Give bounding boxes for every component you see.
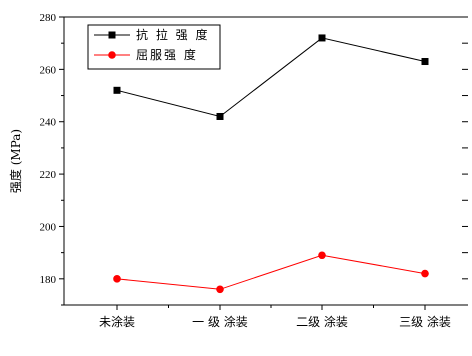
- y-axis-title: 强度 (MPa): [8, 129, 23, 193]
- data-point-circle: [318, 251, 326, 260]
- data-point-circle: [421, 269, 429, 278]
- legend-entry: 屈服强 度: [94, 47, 198, 62]
- legend-label: 抗 拉 强 度: [136, 27, 209, 42]
- legend-marker-square: [108, 31, 116, 39]
- series-1: [113, 34, 429, 120]
- y-axis-ticks: 180 200 220 240 260 280: [40, 12, 64, 306]
- data-point-square: [318, 34, 326, 42]
- series-line: [116, 254, 426, 290]
- legend-marker-circle: [108, 51, 116, 59]
- series-layer: [113, 34, 429, 294]
- x-axis-ticks: 未涂装 一 级 涂装 二级 涂装 三级 涂装: [99, 305, 451, 329]
- data-point-circle: [216, 285, 224, 294]
- plot-frame: [63, 16, 468, 306]
- y-tick-label: 240: [40, 117, 57, 129]
- data-point-square: [113, 86, 121, 94]
- x-tick-label: 未涂装: [99, 314, 135, 329]
- y-tick-label: 220: [40, 169, 57, 181]
- y-tick-label: 260: [40, 64, 57, 76]
- series-line: [116, 37, 426, 118]
- data-point-square: [421, 58, 429, 66]
- legend-entry: 抗 拉 强 度: [94, 27, 209, 42]
- series-2: [113, 251, 429, 294]
- y-tick-label: 280: [40, 12, 57, 24]
- data-point-square: [216, 112, 224, 120]
- x-tick-label: 二级 涂装: [296, 314, 348, 329]
- y-tick-label: 200: [40, 221, 57, 233]
- y-tick-label: 180: [40, 274, 57, 286]
- data-point-circle: [113, 275, 121, 283]
- x-tick-label: 三级 涂装: [399, 314, 451, 329]
- legend-label: 屈服强 度: [136, 47, 198, 62]
- x-tick-label: 一 级 涂装: [192, 314, 248, 329]
- right-axis-ticks: [462, 42, 468, 280]
